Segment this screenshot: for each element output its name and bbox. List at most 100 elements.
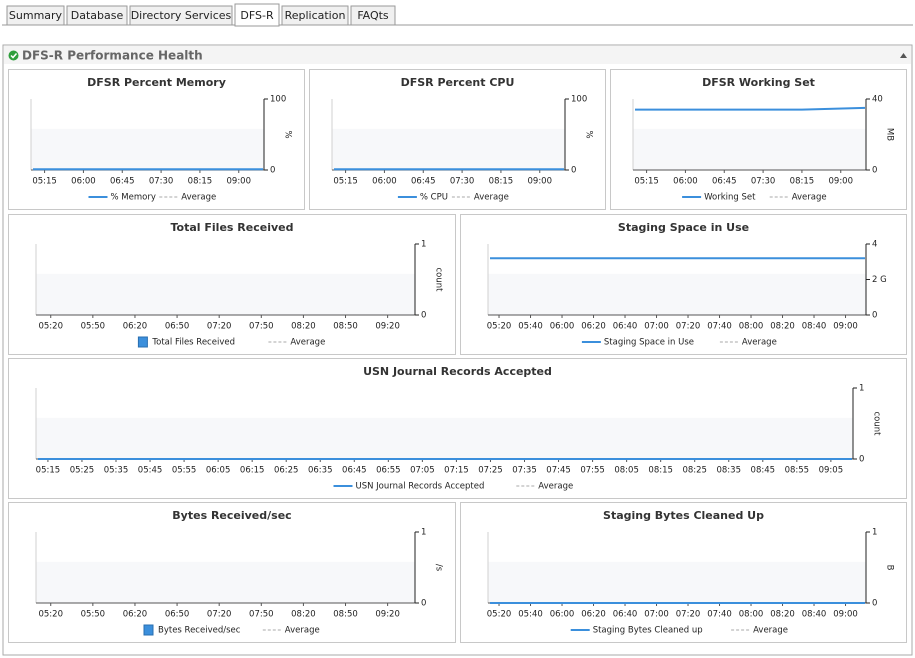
series-line [635,106,866,111]
x-tick-label: 05:20 [487,322,512,332]
x-tick-label: 08:25 [682,466,707,476]
collapse-button[interactable] [900,53,907,58]
legend-label: Average [538,482,573,492]
x-tick-label: 06:00 [673,177,698,187]
x-tick-label: 07:20 [207,322,232,332]
x-tick-label: 07:20 [676,322,701,332]
x-tick-label: 07:35 [512,466,537,476]
x-tick-label: 07:00 [644,322,669,332]
x-tick-label: 05:15 [36,466,61,476]
legend-label: Average [474,193,509,203]
x-tick-label: 07:50 [249,610,274,620]
legend-label: % Memory [111,193,156,203]
tab-label[interactable]: Summary [9,9,63,22]
x-tick-label: 08:45 [751,466,776,476]
x-tick-label: 08:20 [770,322,795,332]
x-tick-label: 06:50 [165,322,190,332]
legend-label: USN Journal Records Accepted [356,482,485,492]
x-tick-label: 08:50 [333,322,358,332]
x-tick-label: 07:30 [149,177,174,187]
x-tick-label: 08:15 [188,177,213,187]
x-tick-label: 08:00 [739,610,764,620]
x-tick-label: 08:35 [716,466,741,476]
y-tick-label: 1 [859,384,864,394]
x-tick-label: 05:20 [38,610,63,620]
x-tick-label: 07:30 [450,177,475,187]
legend-label: Average [742,338,777,348]
legend-label: Average [285,626,320,636]
y-axis-label: % [283,130,293,138]
tab[interactable] [6,5,65,26]
legend-label: Total Files Received [151,338,235,348]
x-tick-label: 06:20 [123,610,148,620]
y-tick-label: 0 [872,599,877,609]
x-tick-label: 07:40 [707,610,732,620]
x-tick-label: 08:05 [614,466,639,476]
x-tick-label: 05:50 [81,610,106,620]
x-tick-label: 08:50 [333,610,358,620]
legend-label: Average [290,338,325,348]
x-tick-label: 05:15 [32,177,57,187]
x-tick-label: 06:05 [206,466,231,476]
x-tick-label: 07:30 [751,177,776,187]
plot-shade [488,273,866,315]
x-tick-label: 07:45 [546,466,571,476]
tab[interactable] [66,5,128,26]
x-tick-label: 06:15 [240,466,265,476]
tab-label[interactable]: Directory Services [131,9,232,22]
x-tick-label: 06:45 [110,177,135,187]
x-tick-label: 06:00 [550,322,575,332]
x-tick-label: 05:35 [104,466,129,476]
tab[interactable] [234,3,280,27]
y-axis-label: % [584,130,594,138]
tab-label[interactable]: Replication [285,9,346,22]
x-tick-label: 06:20 [123,322,148,332]
x-tick-label: 05:15 [634,177,659,187]
tab[interactable] [129,5,233,26]
y-axis-label: count [872,412,882,437]
y-tick-label: 100 [571,95,587,105]
y-tick-label: 2 G [872,275,887,285]
x-tick-label: 08:40 [802,610,827,620]
x-tick-label: 06:25 [274,466,299,476]
chart-title: DFSR Percent CPU [401,76,515,89]
y-tick-label: 1 [872,528,877,538]
legend-label: Staging Bytes Cleaned up [593,626,703,636]
x-tick-label: 06:45 [342,466,367,476]
x-tick-label: 06:45 [712,177,737,187]
x-tick-label: 05:50 [81,322,106,332]
x-tick-label: 05:15 [333,177,358,187]
chart-title: Total Files Received [171,221,294,234]
tab[interactable] [281,5,349,26]
x-tick-label: 07:25 [478,466,503,476]
y-tick-label: 0 [872,311,877,321]
plot-shade [332,128,565,170]
tab[interactable] [350,5,396,26]
x-tick-label: 08:40 [802,322,827,332]
panel-header [4,46,911,64]
tab-label[interactable]: Database [71,9,124,22]
x-tick-label: 06:55 [376,466,401,476]
tab-label[interactable]: FAQts [357,9,389,22]
x-tick-label: 05:55 [172,466,197,476]
x-tick-label: 05:40 [518,610,543,620]
x-tick-label: 05:25 [70,466,95,476]
panel-title: DFS-R Performance Health [22,49,203,63]
status-icon [8,50,19,61]
y-tick-label: 0 [571,166,576,176]
x-tick-label: 07:20 [676,610,701,620]
y-tick-label: 1 [421,240,426,250]
y-axis-label: B [885,565,895,571]
x-tick-label: 09:00 [829,177,854,187]
y-tick-label: 1 [421,528,426,538]
y-tick-label: 0 [270,166,275,176]
y-axis-label: MB [885,128,895,141]
x-tick-label: 09:20 [375,610,400,620]
x-tick-label: 08:55 [785,466,810,476]
x-tick-label: 06:45 [411,177,436,187]
legend-label: Staging Space in Use [604,338,694,348]
x-tick-label: 07:20 [207,610,232,620]
y-axis-label: count [434,268,444,293]
tab-label[interactable]: DFS-R [240,9,274,22]
chart-title: Staging Space in Use [618,221,749,234]
